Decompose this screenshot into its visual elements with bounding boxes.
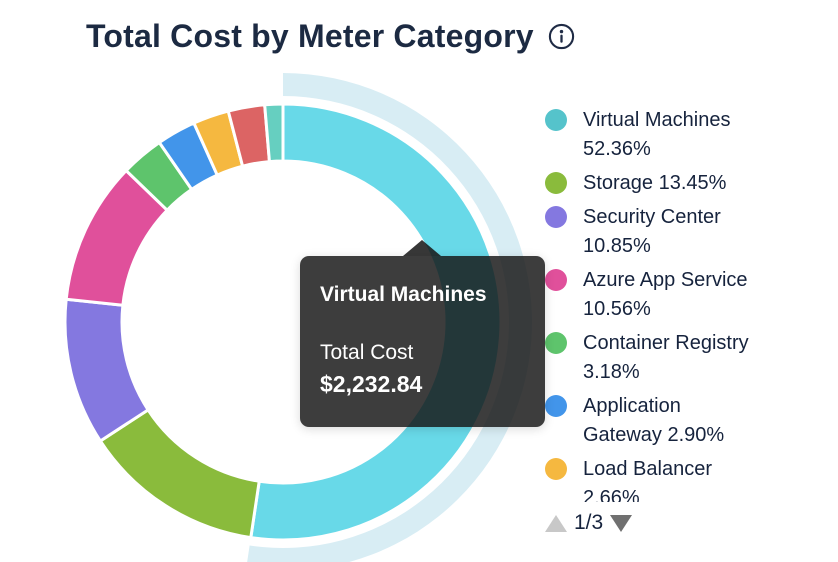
legend-item-container-registry[interactable]: Container Registry 3.18%	[545, 329, 805, 387]
legend-dot-container-registry	[545, 332, 567, 354]
legend-label-azure-app-service: Azure App Service 10.56%	[583, 269, 748, 320]
legend-item-storage[interactable]: Storage 13.45%	[545, 169, 805, 198]
legend-item-application-gateway[interactable]: Application Gateway 2.90%	[545, 392, 805, 450]
legend-dot-security-center	[545, 206, 567, 228]
page-indicator: 1/3	[574, 511, 604, 534]
tooltip-metric-label: Total Cost	[320, 341, 414, 364]
info-icon[interactable]	[548, 23, 575, 50]
legend-dot-virtual-machines	[545, 109, 567, 131]
legend-dot-azure-app-service	[545, 269, 567, 291]
legend-item-virtual-machines[interactable]: Virtual Machines 52.36%	[545, 106, 805, 164]
donut-segment-security-center[interactable]	[63, 297, 150, 443]
page-up-icon[interactable]	[545, 514, 567, 532]
legend-dot-application-gateway	[545, 395, 567, 417]
legend-label-application-gateway: Application Gateway 2.90%	[583, 395, 725, 446]
legend-item-load-balancer[interactable]: Load Balancer 2.66%	[545, 455, 805, 502]
page-down-icon[interactable]	[610, 514, 633, 532]
legend-item-azure-app-service[interactable]: Azure App Service 10.56%	[545, 266, 805, 324]
page-title: Total Cost by Meter Category	[86, 18, 534, 54]
widget-header: Total Cost by Meter Category	[86, 14, 575, 59]
legend-label-storage: Storage 13.45%	[583, 172, 727, 194]
tooltip-value: $2,232.84	[320, 371, 423, 397]
chart-tooltip: Virtual Machines Total Cost $2,232.84	[300, 240, 545, 427]
tooltip-arrow	[403, 240, 441, 256]
legend-label-load-balancer: Load Balancer 2.66%	[583, 458, 712, 502]
chart-legend: Virtual Machines 52.36% Storage 13.45% Secu…	[545, 106, 805, 502]
legend-dot-load-balancer	[545, 458, 567, 480]
donut-segment-storage[interactable]	[98, 408, 261, 540]
legend-item-security-center[interactable]: Security Center 10.85%	[545, 203, 805, 261]
donut-segment-unlabeled[interactable]	[263, 102, 285, 164]
legend-dot-storage	[545, 172, 567, 194]
tooltip-category: Virtual Machines	[320, 283, 487, 306]
legend-label-virtual-machines: Virtual Machines 52.36%	[583, 109, 731, 160]
legend-label-container-registry: Container Registry 3.18%	[583, 332, 749, 383]
legend-pagination: 1/3	[545, 511, 633, 535]
legend-label-security-center: Security Center 10.85%	[583, 206, 721, 257]
